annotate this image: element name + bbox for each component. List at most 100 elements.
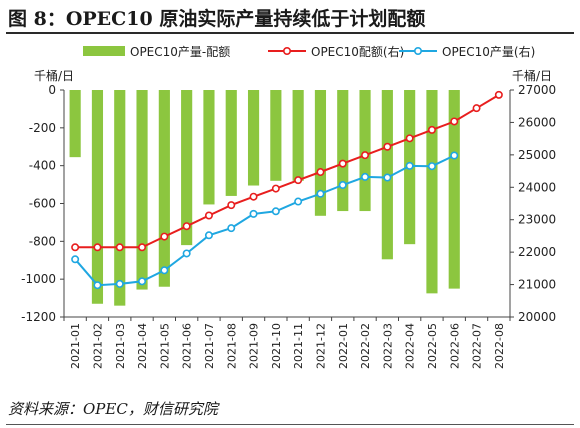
title-divider [6, 32, 574, 34]
quota-point [405, 134, 414, 143]
legend-label-quota: OPEC10配额(右) [311, 44, 404, 59]
x-tick-label: 2021-07 [203, 323, 216, 369]
bar [426, 90, 438, 294]
legend-label-output: OPEC10产量(右) [442, 44, 535, 59]
x-tick-label: 2022-05 [426, 323, 439, 369]
bar [448, 90, 460, 289]
bar [247, 90, 260, 186]
bar [337, 90, 349, 212]
output-point [450, 151, 459, 160]
left-tick-label: -200 [29, 121, 56, 135]
output-point [405, 161, 414, 170]
quota-line [75, 94, 500, 249]
right-tick-label: 25000 [518, 148, 556, 162]
quota-point [138, 243, 147, 252]
bar [114, 90, 126, 306]
right-tick-label: 27000 [518, 83, 556, 97]
left-tick-label: 0 [48, 83, 56, 97]
quota-point [472, 104, 481, 113]
legend-bar-swatch [83, 46, 125, 56]
bar [158, 90, 170, 287]
x-tick-label: 2022-04 [404, 323, 417, 369]
output-point [249, 209, 258, 218]
x-tick-label: 2021-12 [314, 323, 327, 369]
quota-point [182, 222, 191, 231]
quota-point [271, 184, 280, 193]
x-tick-label: 2022-06 [448, 323, 461, 369]
x-tick-label: 2022-07 [471, 323, 484, 369]
x-tick-label: 2021-03 [114, 323, 127, 369]
output-line [74, 154, 455, 287]
x-tick-label: 2022-02 [359, 323, 372, 369]
bar [181, 90, 193, 246]
output-point [93, 281, 102, 290]
output-point [271, 207, 280, 216]
output-point [204, 231, 213, 240]
output-point [361, 172, 370, 181]
plot-area: 0 -200 -400 -600 -800 -1000 -1200 27000 26000 250… [21, 83, 556, 369]
output-point [160, 266, 169, 275]
quota-point [71, 243, 80, 252]
output-point [71, 255, 80, 264]
x-tick-label: 2022-08 [493, 323, 506, 369]
quota-point [338, 159, 347, 168]
bar [292, 90, 304, 181]
quota-point [249, 192, 258, 201]
bar [225, 90, 237, 196]
legend-label-bar: OPEC10产量-配额 [130, 45, 230, 59]
x-tick-label: 2021-10 [270, 323, 283, 369]
x-tick-label: 2021-11 [292, 323, 305, 369]
legend-quota-marker [282, 46, 291, 55]
quota-point [93, 243, 102, 252]
right-tick-label: 24000 [518, 180, 556, 194]
quota-point [450, 117, 459, 126]
output-point [427, 162, 436, 171]
output-point [138, 277, 147, 286]
bar [270, 90, 282, 181]
quota-point [204, 211, 213, 220]
right-tick-label: 26000 [518, 115, 556, 129]
right-tick-label: 21000 [518, 278, 556, 292]
quota-point [361, 151, 370, 160]
source-note: 资料来源：OPEC，财信研究院 [8, 400, 218, 418]
chart: OPEC10产量-配额 OPEC10配额(右) OPEC10产量(右) 千桶/日… [21, 44, 556, 369]
output-point [338, 181, 347, 190]
bar [91, 90, 104, 304]
output-point [227, 224, 236, 233]
bar [359, 90, 371, 212]
quota-point [115, 243, 124, 252]
quota-point [294, 176, 303, 185]
legend-output-marker [413, 46, 422, 55]
bar [203, 90, 215, 205]
left-tick-label: -1200 [21, 310, 56, 324]
left-tick-label: -800 [29, 234, 56, 248]
output-point [316, 189, 325, 198]
left-tick-label: -1000 [21, 272, 56, 286]
x-tick-label: 2021-04 [136, 323, 149, 369]
right-tick-label: 22000 [518, 245, 556, 259]
bar [136, 90, 148, 290]
x-tick-label: 2021-02 [91, 323, 104, 369]
legend: OPEC10产量-配额 OPEC10配额(右) OPEC10产量(右) [83, 44, 535, 59]
x-tick-label: 2021-06 [181, 323, 194, 369]
x-tick-label: 2021-08 [225, 323, 238, 369]
left-tick-label: -600 [29, 197, 56, 211]
quota-point [427, 125, 436, 134]
right-axis-unit: 千桶/日 [512, 68, 552, 83]
quota-point [316, 168, 325, 177]
bottom-divider [6, 424, 574, 425]
output-point [294, 197, 303, 206]
quota-point [494, 90, 503, 99]
x-tick-label: 2022-01 [337, 323, 350, 369]
left-tick-label: -400 [29, 159, 56, 173]
bar [69, 90, 81, 158]
quota-point [383, 142, 392, 151]
output-point [383, 173, 392, 182]
right-tick-label: 20000 [518, 310, 556, 324]
x-tick-label: 2022-03 [381, 323, 394, 369]
right-tick-label: 23000 [518, 213, 556, 227]
output-point [182, 249, 191, 258]
x-tick-label: 2021-01 [69, 323, 82, 369]
x-tick-label: 2021-05 [158, 323, 171, 369]
bar [314, 90, 327, 216]
